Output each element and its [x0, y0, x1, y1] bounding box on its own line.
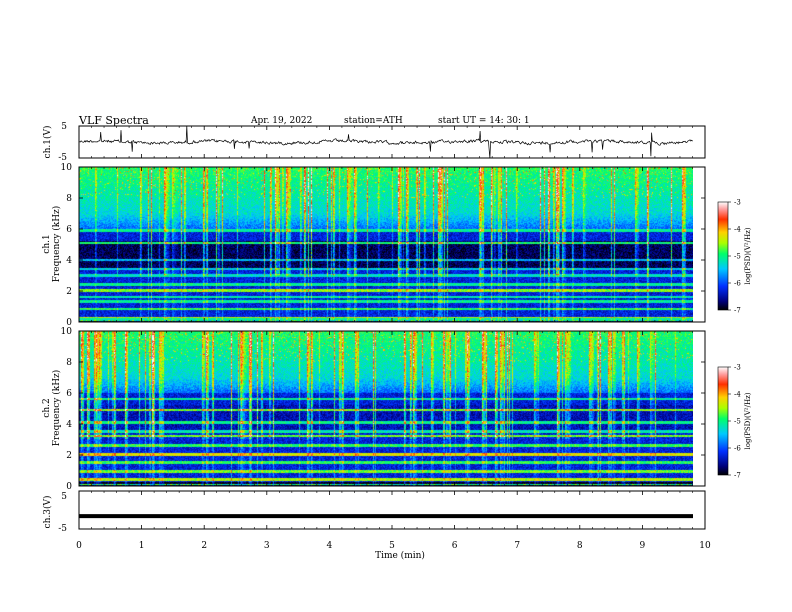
colorbar-tick-label: -5 [734, 418, 741, 426]
ch2-spectrogram-ylabel-channel: ch.2 [42, 398, 52, 417]
x-tick-label: 2 [201, 541, 207, 551]
y-tick-label: 4 [66, 420, 72, 430]
ch1-spectrogram-ylabel-frequency: Frequency (kHz) [51, 206, 62, 283]
colorbar-tick-label: -5 [734, 253, 741, 261]
colorbar-tick-label: -3 [734, 364, 741, 372]
ch2-spectrogram-ylabel-frequency: Frequency (kHz) [51, 370, 62, 447]
ch1-spectrogram-panel: 0 2 4 6 8 10 ch.1 Frequency (kHz) [42, 163, 706, 328]
x-tick-label: 4 [327, 541, 333, 551]
y-tick-label: 6 [66, 389, 72, 399]
ch3-waveform-panel: 5 -5 ch.3(V) [42, 490, 706, 534]
ch1-waveform-frame [78, 125, 706, 159]
station-label: station=ATH [344, 116, 403, 126]
x-tick-label: 5 [389, 541, 395, 551]
ch3-waveform-ylabel: ch.3(V) [42, 496, 53, 529]
time-axis-label: Time (min) [375, 550, 425, 561]
ch3-waveform-frame [78, 490, 706, 530]
y-tick-label: 8 [66, 194, 72, 204]
ch3-ytick-top: 5 [61, 492, 67, 502]
x-tick-label: 3 [264, 541, 270, 551]
x-tick-label: 0 [76, 541, 82, 551]
x-tick-label: 1 [139, 541, 145, 551]
ch2-colorbar-label: log(PSD)(V²/Hz) [744, 392, 752, 449]
start-time-label: start UT = 14: 30: 1 [438, 116, 530, 126]
ch2-spectrogram-panel: 0 2 4 6 8 10 ch.2 Frequency (kHz) [42, 327, 706, 492]
x-tick-label: 6 [452, 541, 458, 551]
y-tick-label: 4 [66, 256, 72, 266]
colorbar-tick-label: -7 [734, 307, 741, 315]
ch1-colorbar-label: log(PSD)(V²/Hz) [744, 227, 752, 284]
colorbar-tick-label: -4 [734, 226, 741, 234]
x-tick-label: 7 [514, 541, 520, 551]
colorbar-tick-label: -3 [734, 199, 741, 207]
figure-title: VLF Spectra [78, 114, 149, 127]
ch1-colorbar: -3 -4 -5 -6 -7 log(PSD)(V²/Hz) [717, 199, 752, 315]
ch1-waveform-line [78, 125, 693, 159]
ch1-waveform-panel: 5 -5 ch.1(V) [42, 122, 706, 163]
ch1-ytick-top: 5 [61, 122, 67, 132]
ch2-colorbar-gradient [717, 366, 729, 476]
time-axis: 0 1 2 3 4 5 6 7 8 9 10 [76, 126, 711, 551]
ch1-spectrogram-image [79, 167, 693, 322]
y-tick-label: 8 [66, 358, 72, 368]
x-tick-label: 10 [699, 541, 711, 551]
ch3-ytick-bottom: -5 [58, 524, 67, 534]
y-tick-label: 6 [66, 225, 72, 235]
y-tick-label: 2 [66, 451, 72, 461]
ch1-colorbar-gradient [717, 201, 729, 311]
colorbar-tick-label: -4 [734, 391, 741, 399]
x-tick-label: 9 [640, 541, 646, 551]
y-tick-label: 0 [66, 318, 72, 328]
y-tick-label: 10 [61, 327, 73, 337]
colorbar-tick-label: -6 [734, 445, 741, 453]
x-tick-label: 8 [577, 541, 583, 551]
y-tick-label: 2 [66, 287, 72, 297]
y-tick-label: 10 [61, 163, 73, 173]
ch1-waveform-ylabel: ch.1(V) [42, 126, 53, 159]
colorbar-tick-label: -6 [734, 280, 741, 288]
y-tick-label: 0 [66, 482, 72, 492]
ch2-spectrogram-image [79, 331, 693, 486]
colorbar-tick-label: -7 [734, 472, 741, 480]
ch1-ytick-bottom: -5 [58, 153, 67, 163]
ch1-spectrogram-ylabel-channel: ch.1 [42, 234, 52, 253]
ch2-colorbar: -3 -4 -5 -6 -7 log(PSD)(V²/Hz) [717, 364, 752, 480]
date-label: Apr. 19, 2022 [250, 116, 312, 126]
